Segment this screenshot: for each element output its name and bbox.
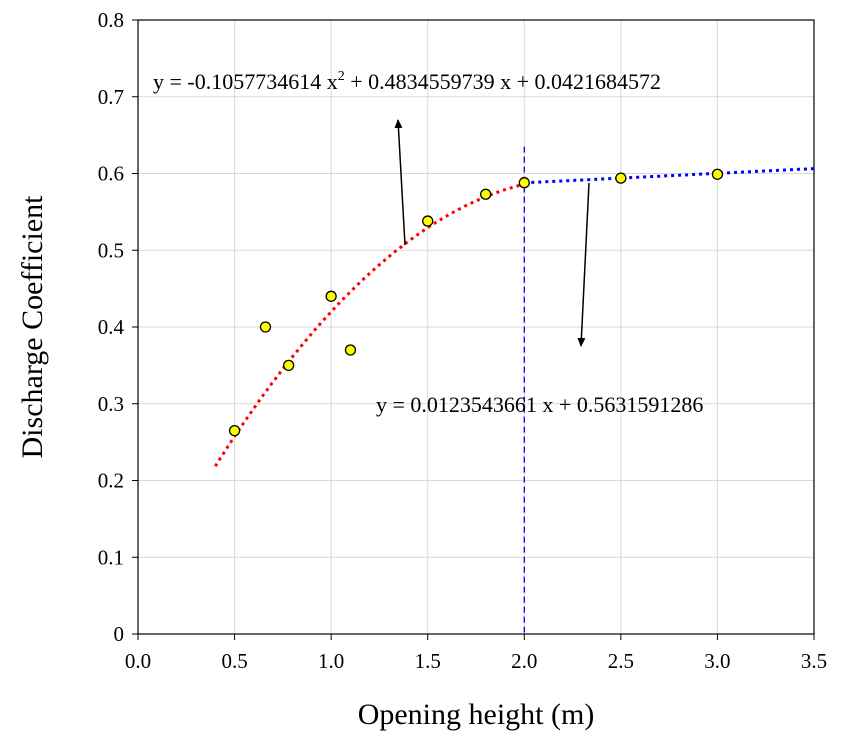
x-tick-label: 2.5	[608, 649, 634, 673]
x-axis-label: Opening height (m)	[358, 698, 595, 731]
x-axis-ticks: 0.0 0.5 1.0 1.5 2.0 2.5 3.0 3.5	[125, 634, 827, 673]
polynomial-trendline	[214, 182, 525, 467]
y-axis-label: Discharge Coefficient	[16, 195, 49, 459]
y-tick-label: 0.2	[98, 469, 124, 493]
linear-equation: y = 0.0123543661 x + 0.5631591286	[376, 392, 703, 417]
x-tick-label: 3.5	[801, 649, 827, 673]
data-point	[228, 424, 241, 437]
gridlines	[138, 20, 814, 634]
data-point	[615, 172, 627, 184]
y-tick-label: 0.8	[98, 8, 124, 32]
y-tick-label: 0.7	[98, 85, 124, 109]
data-point	[422, 215, 434, 227]
data-point	[480, 188, 492, 200]
y-tick-label: 0.6	[98, 162, 124, 186]
poly-equation-exponent: 2	[338, 69, 345, 84]
y-tick-label: 0.4	[98, 315, 125, 339]
y-tick-label: 0.3	[98, 392, 124, 416]
poly-arrow	[394, 119, 406, 246]
data-point	[283, 359, 295, 372]
data-point	[344, 344, 357, 356]
x-tick-label: 0.5	[221, 649, 247, 673]
trendlines	[214, 146, 815, 634]
y-axis-ticks: 0 0.1 0.2 0.3 0.4 0.5 0.6 0.7 0.8	[98, 8, 138, 646]
data-point	[518, 177, 530, 189]
y-tick-label: 0	[114, 622, 125, 646]
linear-arrow	[577, 182, 590, 347]
x-tick-label: 1.0	[318, 649, 344, 673]
data-point	[259, 321, 272, 333]
data-point	[711, 168, 724, 180]
x-tick-label: 3.0	[704, 649, 730, 673]
x-tick-label: 1.5	[415, 649, 441, 673]
data-point	[325, 290, 337, 302]
x-tick-label: 2.0	[511, 649, 537, 673]
y-tick-label: 0.5	[98, 238, 124, 262]
x-tick-label: 0.0	[125, 649, 151, 673]
data-points	[228, 168, 724, 437]
poly-equation: y = -0.1057734614 x2 + 0.4834559739 x + …	[153, 69, 661, 94]
y-tick-label: 0.1	[98, 545, 124, 569]
